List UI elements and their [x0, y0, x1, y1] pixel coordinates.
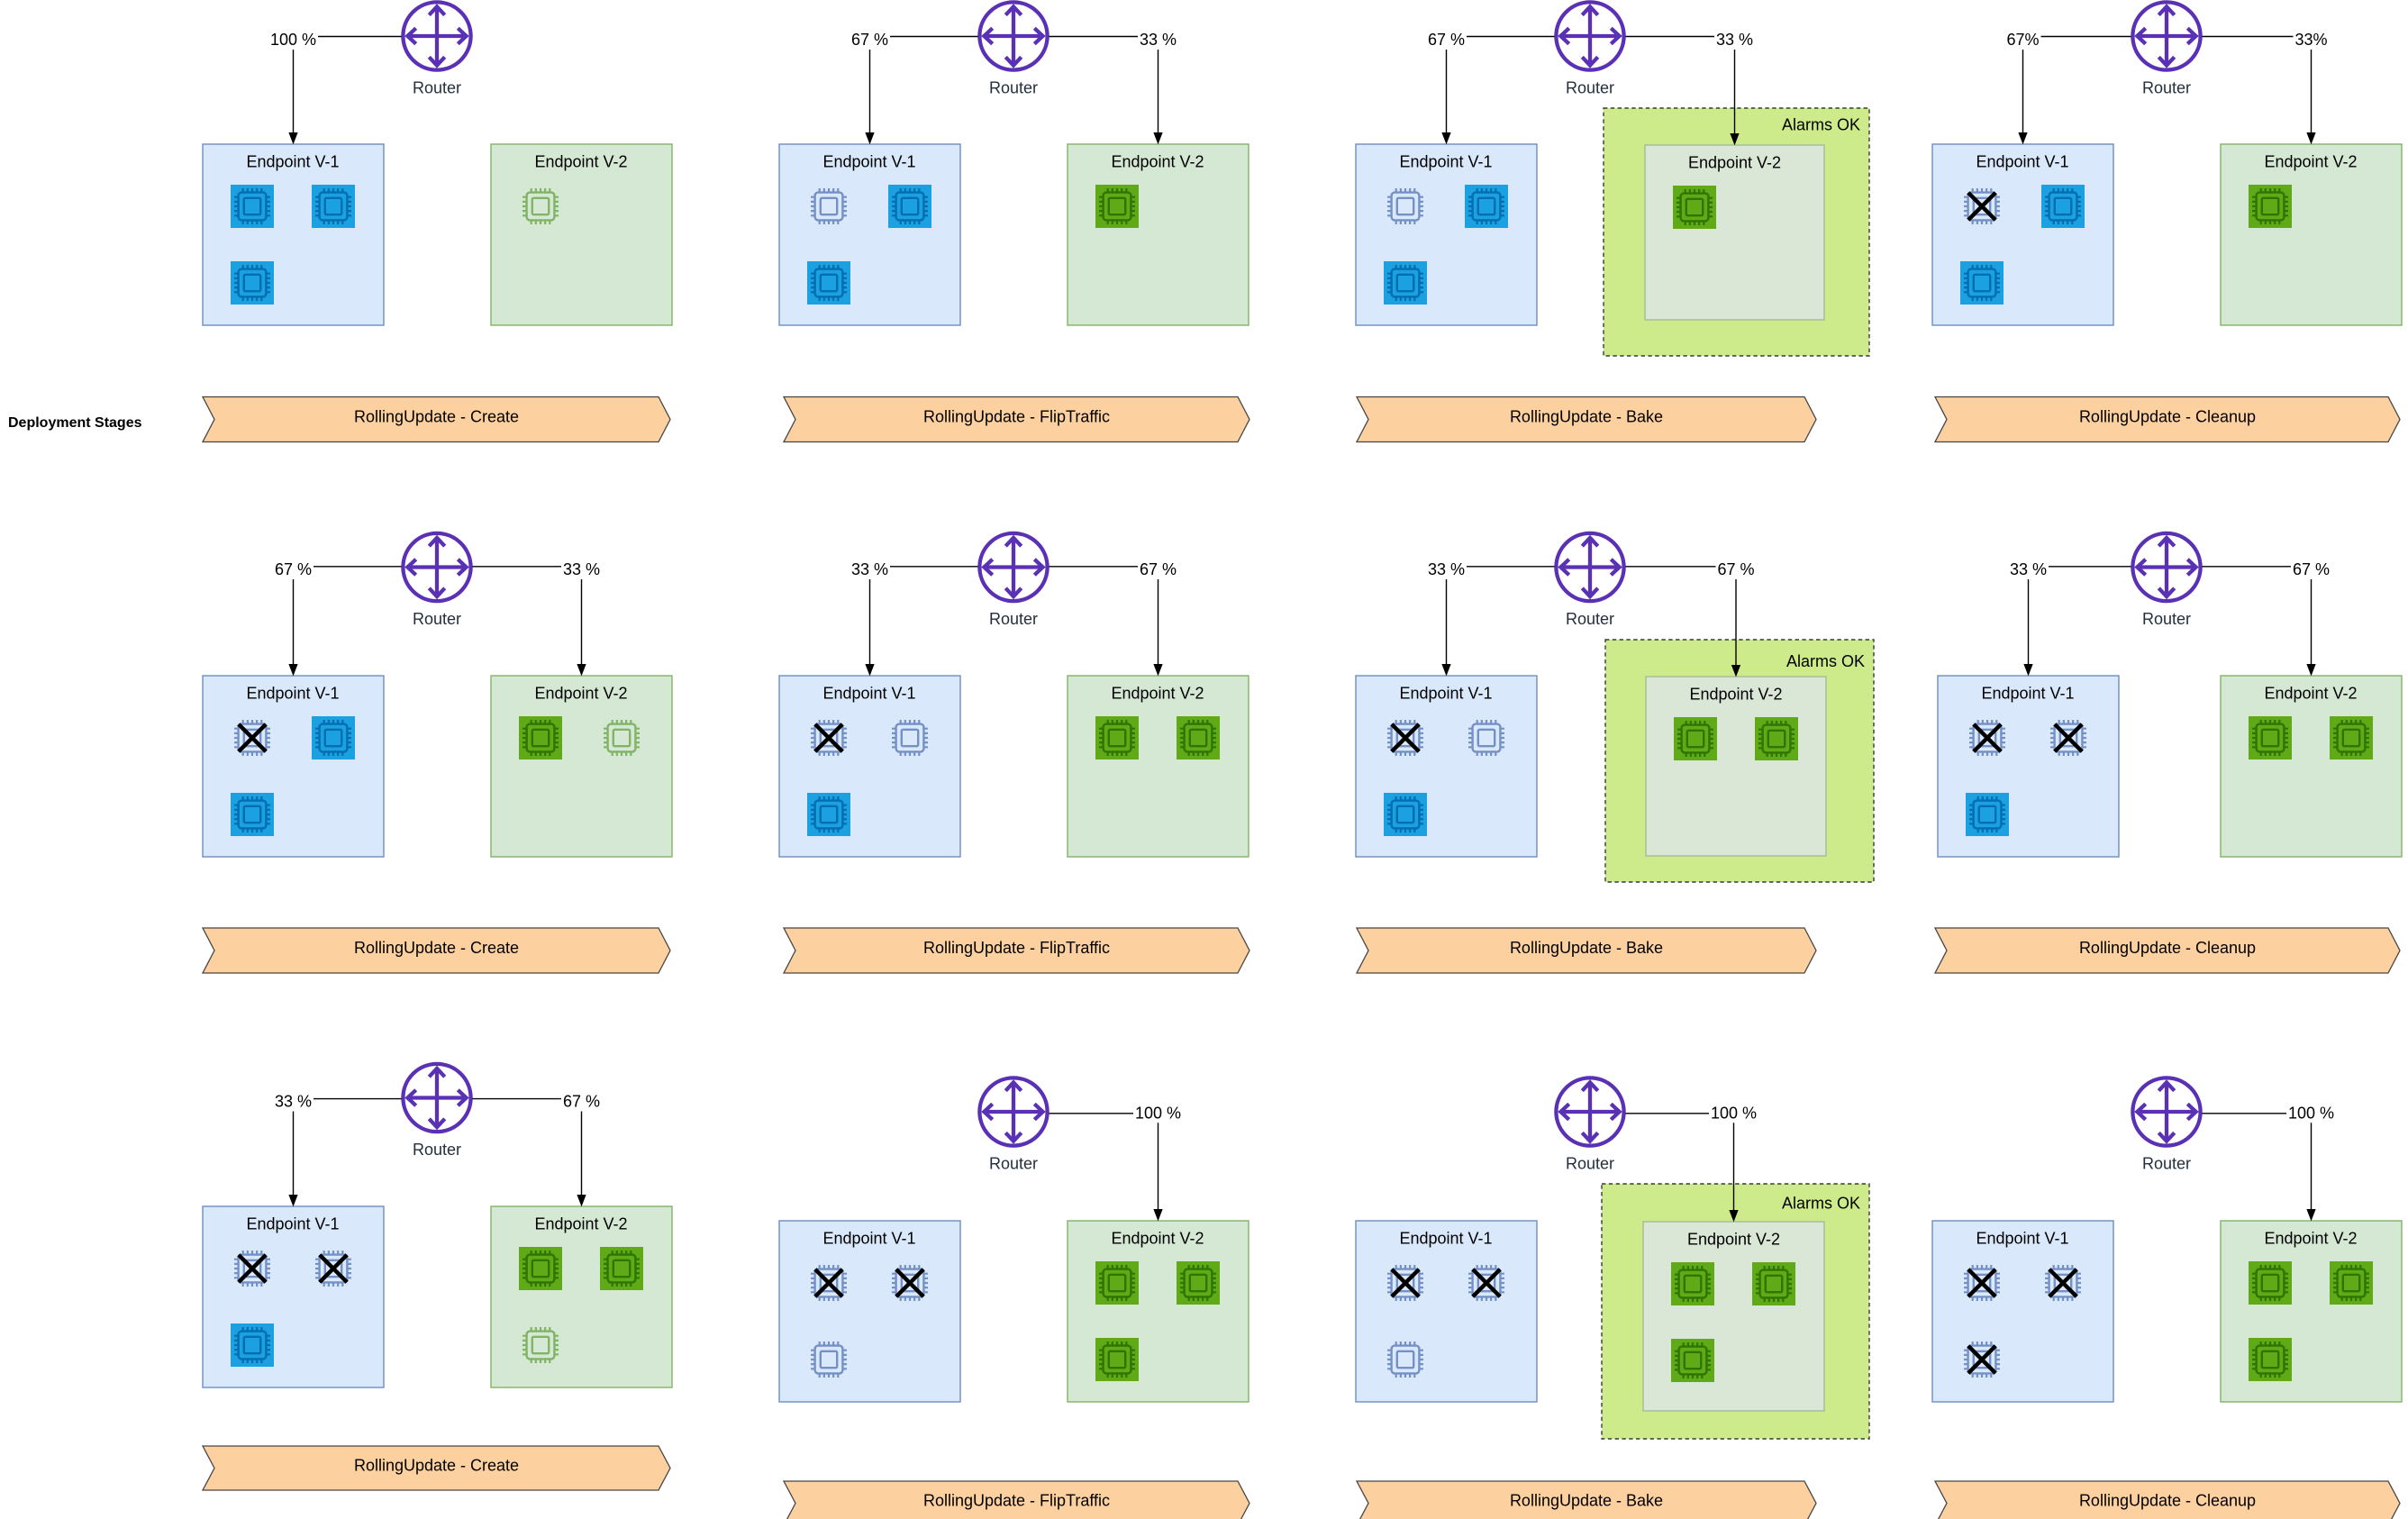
svg-text:Endpoint V-2: Endpoint V-2 — [1111, 685, 1204, 703]
svg-text:100 %: 100 % — [1135, 1104, 1181, 1122]
svg-text:Endpoint V-2: Endpoint V-2 — [2264, 1230, 2357, 1248]
svg-text:33 %: 33 % — [1716, 31, 1753, 49]
svg-text:RollingUpdate - FlipTraffic: RollingUpdate - FlipTraffic — [923, 1492, 1110, 1510]
svg-text:Router: Router — [989, 79, 1038, 97]
svg-text:Endpoint V-1: Endpoint V-1 — [822, 1230, 915, 1248]
svg-text:67%: 67% — [2006, 31, 2039, 49]
svg-text:Endpoint V-1: Endpoint V-1 — [822, 685, 915, 703]
svg-text:100 %: 100 % — [2288, 1104, 2334, 1122]
svg-text:Endpoint V-2: Endpoint V-2 — [534, 1215, 627, 1233]
svg-text:Router: Router — [2142, 610, 2191, 628]
svg-text:Endpoint V-1: Endpoint V-1 — [246, 153, 339, 171]
svg-text:33%: 33% — [2294, 31, 2327, 49]
svg-text:Endpoint V-2: Endpoint V-2 — [1689, 686, 1782, 704]
svg-text:Endpoint V-1: Endpoint V-1 — [822, 153, 915, 171]
svg-text:Endpoint V-1: Endpoint V-1 — [1399, 153, 1492, 171]
svg-text:RollingUpdate - Bake: RollingUpdate - Bake — [1510, 1492, 1663, 1510]
svg-text:Router: Router — [1566, 1155, 1614, 1173]
svg-text:67 %: 67 % — [2293, 560, 2330, 578]
svg-text:Router: Router — [1566, 79, 1614, 97]
svg-text:Endpoint V-1: Endpoint V-1 — [1399, 685, 1492, 703]
svg-text:Endpoint V-1: Endpoint V-1 — [1399, 1230, 1492, 1248]
svg-text:Deployment Stages: Deployment Stages — [8, 415, 142, 431]
svg-text:Router: Router — [413, 79, 461, 97]
svg-text:Endpoint V-2: Endpoint V-2 — [534, 153, 627, 171]
svg-text:Endpoint V-1: Endpoint V-1 — [1976, 1230, 2068, 1248]
svg-text:RollingUpdate - Create: RollingUpdate - Create — [354, 939, 519, 957]
svg-text:Router: Router — [989, 610, 1038, 628]
svg-text:33 %: 33 % — [2010, 560, 2047, 578]
svg-text:Router: Router — [2142, 1155, 2191, 1173]
svg-text:RollingUpdate - FlipTraffic: RollingUpdate - FlipTraffic — [923, 939, 1110, 957]
svg-text:33 %: 33 % — [1428, 560, 1465, 578]
svg-text:100 %: 100 % — [1711, 1104, 1757, 1122]
svg-text:Endpoint V-1: Endpoint V-1 — [1976, 153, 2068, 171]
svg-text:Endpoint V-2: Endpoint V-2 — [1687, 1231, 1780, 1249]
svg-text:100 %: 100 % — [270, 31, 316, 49]
svg-text:Router: Router — [413, 1141, 461, 1159]
svg-text:RollingUpdate - Cleanup: RollingUpdate - Cleanup — [2079, 1492, 2256, 1510]
svg-text:RollingUpdate - Create: RollingUpdate - Create — [354, 1457, 519, 1475]
svg-text:33 %: 33 % — [851, 560, 888, 578]
svg-text:67 %: 67 % — [851, 31, 888, 49]
svg-text:RollingUpdate - Bake: RollingUpdate - Bake — [1510, 408, 1663, 426]
svg-text:67 %: 67 % — [1428, 31, 1465, 49]
svg-text:RollingUpdate - Cleanup: RollingUpdate - Cleanup — [2079, 939, 2256, 957]
svg-text:Endpoint V-2: Endpoint V-2 — [2264, 685, 2357, 703]
svg-text:Alarms OK: Alarms OK — [1786, 652, 1865, 670]
svg-text:67 %: 67 % — [275, 560, 312, 578]
svg-text:Alarms OK: Alarms OK — [1782, 116, 1860, 134]
svg-text:Router: Router — [2142, 79, 2191, 97]
svg-text:Router: Router — [413, 610, 461, 628]
svg-text:Alarms OK: Alarms OK — [1782, 1195, 1860, 1213]
svg-text:67 %: 67 % — [1140, 560, 1177, 578]
svg-text:Endpoint V-1: Endpoint V-1 — [246, 1215, 339, 1233]
svg-text:67 %: 67 % — [563, 1093, 600, 1111]
svg-text:Endpoint V-2: Endpoint V-2 — [1111, 1230, 1204, 1248]
svg-text:Router: Router — [1566, 610, 1614, 628]
svg-text:Endpoint V-2: Endpoint V-2 — [534, 685, 627, 703]
svg-text:RollingUpdate - Cleanup: RollingUpdate - Cleanup — [2079, 408, 2256, 426]
svg-text:RollingUpdate - Bake: RollingUpdate - Bake — [1510, 939, 1663, 957]
svg-text:RollingUpdate - Create: RollingUpdate - Create — [354, 408, 519, 426]
svg-text:Endpoint V-2: Endpoint V-2 — [1688, 154, 1781, 172]
svg-text:Endpoint V-2: Endpoint V-2 — [2264, 153, 2357, 171]
svg-text:Endpoint V-2: Endpoint V-2 — [1111, 153, 1204, 171]
svg-text:RollingUpdate - FlipTraffic: RollingUpdate - FlipTraffic — [923, 408, 1110, 426]
svg-text:67 %: 67 % — [1717, 560, 1754, 578]
svg-text:33 %: 33 % — [275, 1093, 312, 1111]
svg-text:Endpoint V-1: Endpoint V-1 — [246, 685, 339, 703]
svg-text:33 %: 33 % — [563, 560, 600, 578]
svg-text:Router: Router — [989, 1155, 1038, 1173]
svg-text:Endpoint V-1: Endpoint V-1 — [1981, 685, 2074, 703]
svg-text:33 %: 33 % — [1140, 31, 1177, 49]
